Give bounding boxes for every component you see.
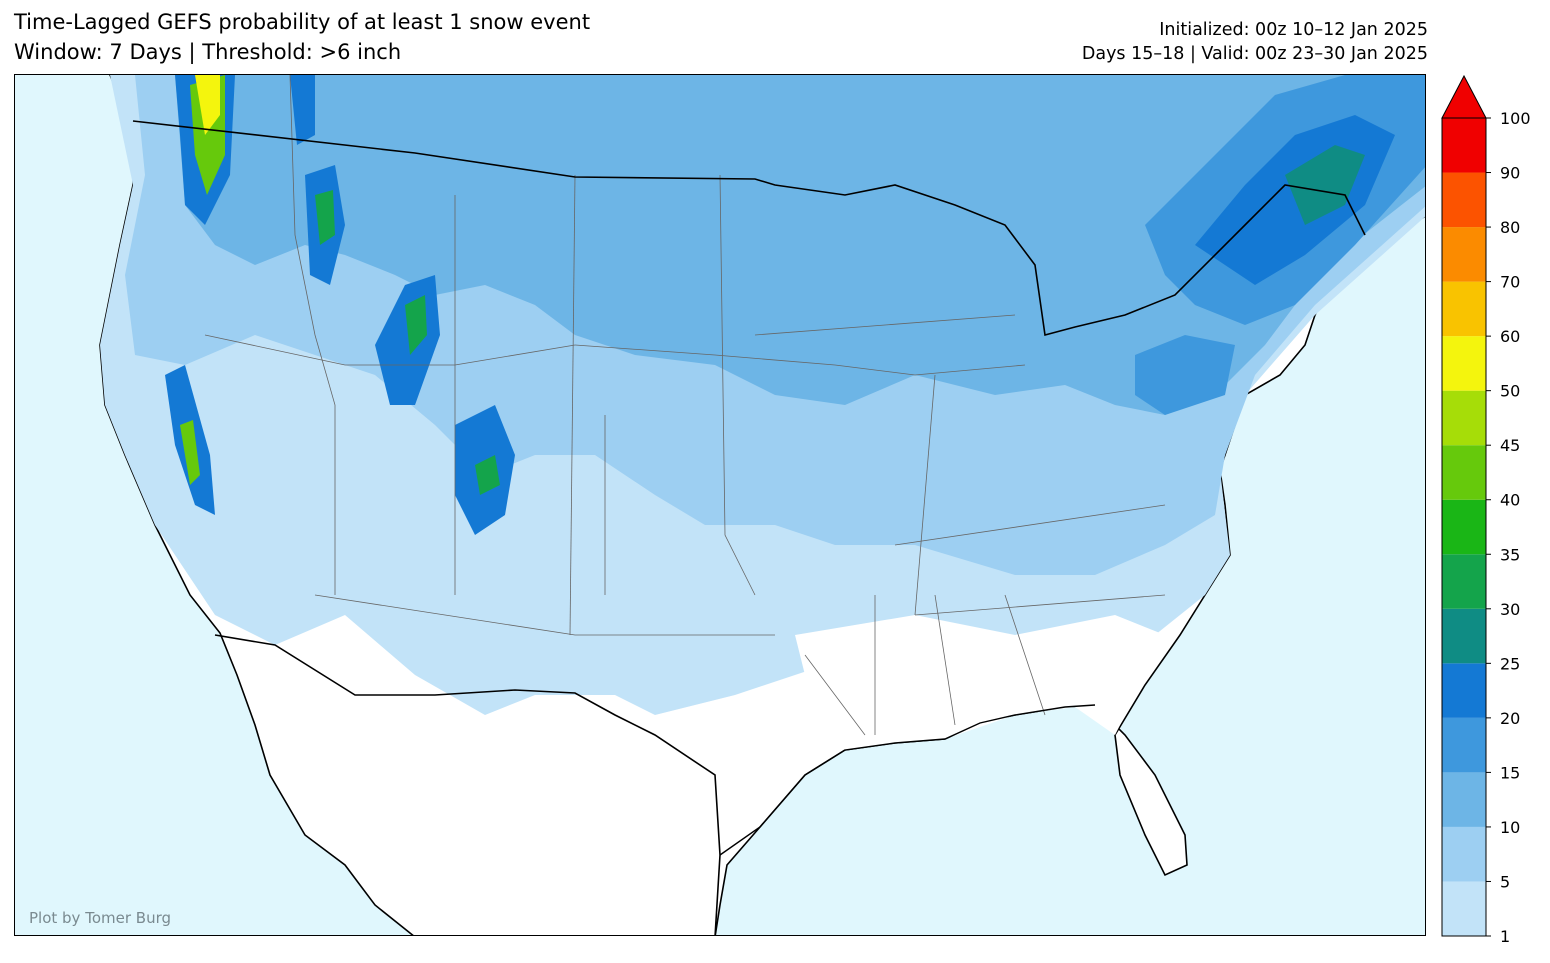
init-time: Initialized: 00z 10–12 Jan 2025: [1159, 20, 1428, 40]
colorbar-tick-label: 70: [1500, 273, 1520, 292]
colorbar: 1 5 10 15 20 25 30 35 40 45 50 60 70 80 90 100: [1441, 70, 1542, 950]
snow-probability-contours: [100, 75, 1425, 715]
colorbar-tick-label: 25: [1500, 654, 1520, 673]
map[interactable]: Plot by Tomer Burg: [14, 74, 1426, 936]
colorbar-segment: [1442, 881, 1486, 936]
colorbar-tick-label: 35: [1500, 545, 1520, 564]
colorbar-segment: [1442, 554, 1486, 609]
colorbar-segment: [1442, 608, 1486, 664]
country-borders: [132, 120, 1366, 935]
colorbar-segment: [1442, 499, 1486, 555]
credit-text: Plot by Tomer Burg: [29, 909, 171, 927]
chart-subtitle: Window: 7 Days | Threshold: >6 inch: [14, 40, 402, 64]
colorbar-tick-label: 40: [1500, 491, 1520, 510]
colorbar-tick-label: 30: [1500, 600, 1520, 619]
colorbar-segment: [1442, 445, 1486, 500]
map-canvas: [99, 75, 1425, 935]
colorbar-tick-label: 100: [1500, 109, 1531, 128]
colorbar-segment: [1442, 663, 1486, 718]
colorbar-tick-label: 5: [1500, 872, 1510, 891]
chart-title: Time-Lagged GEFS probability of at least…: [14, 10, 591, 34]
colorbar-segment: [1442, 336, 1486, 391]
colorbar-segment: [1442, 390, 1486, 446]
colorbar-tick-label: 50: [1500, 382, 1520, 401]
colorbar-segment: [1442, 118, 1486, 173]
state-borders: [204, 75, 1166, 736]
colorbar-segment: [1442, 826, 1486, 882]
colorbar-tick-label: 80: [1500, 218, 1520, 237]
colorbar-tick-label: 60: [1500, 327, 1520, 346]
colorbar-tick-label: 15: [1500, 763, 1520, 782]
colorbar-segment: [1442, 717, 1486, 773]
colorbar-tick-label: 10: [1500, 818, 1520, 837]
colorbar-segment: [1442, 772, 1486, 827]
colorbar-tick-label: 45: [1500, 436, 1520, 455]
colorbar-segment: [1442, 227, 1486, 282]
colorbar-tick-label: 1: [1500, 927, 1510, 946]
colorbar-frame: [1441, 117, 1487, 937]
colorbar-segment: [1442, 172, 1486, 228]
colorbar-segment: [1442, 281, 1486, 337]
colorbar-tick-label: 90: [1500, 164, 1520, 183]
colorbar-extend-arrow: [1441, 74, 1487, 119]
colorbar-tick-label: 20: [1500, 709, 1520, 728]
gulf-coast: [719, 704, 1096, 856]
valid-time: Days 15–18 | Valid: 00z 23–30 Jan 2025: [1081, 44, 1428, 64]
dry-region-south: [795, 615, 1165, 750]
